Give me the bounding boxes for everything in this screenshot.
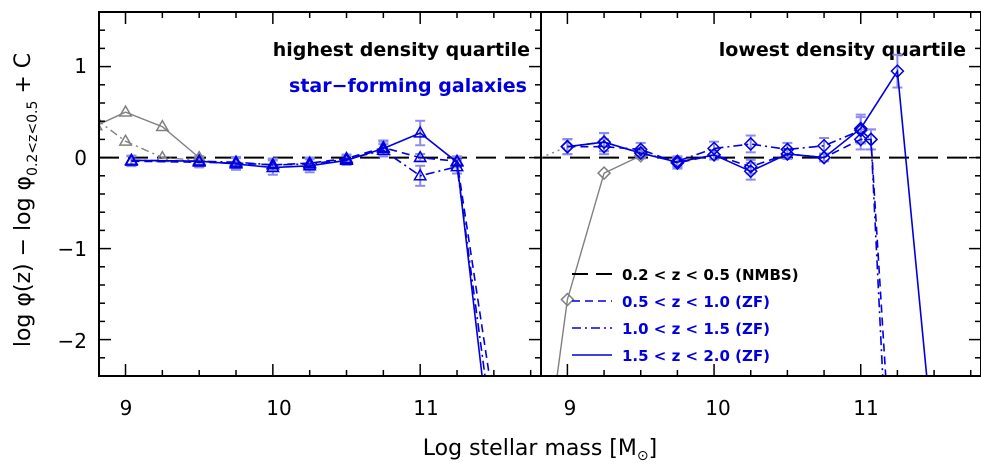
left-frame (98, 11, 542, 377)
right-series-z10-15 (567, 129, 884, 376)
y-axis-title-sub: 0.2<z<0.5 (25, 101, 41, 176)
x-tick-label-right-9: 9 (564, 396, 577, 420)
left-point-z05-10 (413, 150, 428, 163)
x-tick-label-left-11: 11 (413, 396, 438, 420)
right-point-z15-20 (597, 135, 612, 150)
right-point-z10-15 (743, 136, 758, 152)
x-axis-title: Log stellar mass [M⊙] (423, 436, 657, 464)
right-point-z05-10 (743, 159, 758, 174)
right-frame (540, 11, 981, 377)
y-axis-title-main: log φ(z) − log φ (11, 176, 36, 347)
legend-label-z05-10: 0.5 < z < 1.0 (ZF) (622, 293, 770, 311)
right-point-z10-15 (853, 123, 868, 138)
left-panel-title: highest density quartile (273, 39, 530, 61)
right-point-z15-20 (670, 155, 685, 170)
y-tick-label-1: 1 (74, 54, 87, 78)
right-point-z05-10 (853, 132, 868, 147)
x-tick-label-left-10: 10 (266, 396, 291, 420)
right-panel-title: lowest density quartile (719, 39, 966, 61)
x-tick-label-right-11: 11 (853, 396, 878, 420)
x-tick-labels: 9 10 11 9 10 11 (120, 396, 879, 420)
y-tick-label-minus1: −1 (58, 237, 87, 261)
left-point-z15-20 (229, 156, 244, 169)
right-point-z15-20 (633, 145, 648, 161)
left-point-gray-solid (155, 119, 170, 132)
right-panel-plot (541, 53, 981, 376)
left-point-z10-15 (302, 156, 317, 169)
left-point-gray-solid (118, 104, 133, 117)
right-point-z15-20 (817, 150, 832, 165)
right-point-z05-10 (633, 142, 648, 157)
left-point-z15-20 (124, 152, 139, 165)
legend-label-z15-20: 1.5 < z < 2.0 (ZF) (622, 347, 770, 365)
right-point-z10-15 (780, 142, 795, 157)
left-series-z05-10 (131, 146, 491, 376)
left-point-z10-15 (413, 168, 428, 181)
right-point-z15-20 (890, 64, 905, 79)
left-series-z10-15 (131, 149, 486, 376)
left-point-gray-dashdot (118, 133, 133, 146)
right-point-z10-15 (863, 132, 879, 147)
left-point-z15-20 (413, 125, 428, 138)
left-point-z15-20 (339, 152, 354, 165)
right-series-z15-20 (567, 68, 928, 376)
left-series-gray-solid (99, 111, 200, 159)
y-tick-label-0: 0 (74, 146, 87, 170)
y-tick-label-minus2: −2 (58, 329, 87, 353)
right-point-gray-solid (560, 292, 575, 307)
right-point-z15-20 (707, 147, 722, 162)
axes-frames (98, 11, 981, 377)
legend-label-nmbs: 0.2 < z < 0.5 (NMBS) (622, 266, 799, 284)
left-point-z15-20 (265, 160, 280, 173)
right-point-z15-20 (560, 139, 575, 154)
left-panel-subtitle: star−forming galaxies (289, 75, 527, 97)
left-point-z15-20 (302, 158, 317, 171)
right-point-z15-20 (780, 146, 795, 162)
x-axis-title-sym: ⊙ (637, 448, 649, 464)
left-point-z15-20 (376, 140, 391, 154)
left-panel-plot (99, 104, 541, 376)
x-tick-label-right-10: 10 (705, 396, 730, 420)
left-point-z15-20 (192, 153, 207, 166)
left-point-z15-20 (450, 154, 465, 167)
left-point-z10-15 (229, 154, 244, 167)
x-tick-label-left-9: 9 (120, 396, 133, 420)
left-series-gray-dashdot (99, 120, 200, 161)
legend-label-z10-15: 1.0 < z < 1.5 (ZF) (622, 320, 770, 338)
right-series-gray-solid (556, 155, 641, 376)
x-axis-title-main: Log stellar mass [M (423, 436, 637, 461)
right-point-z15-20 (853, 121, 868, 136)
y-axis-title-tail: + C (11, 53, 36, 101)
left-point-z10-15 (265, 157, 280, 170)
x-axis-title-end: ] (649, 436, 658, 461)
left-series-z15-20 (131, 132, 483, 376)
y-tick-labels: 1 0 −1 −2 (58, 54, 87, 353)
y-axis-title: log φ(z) − log φ0.2<z<0.5 + C (11, 53, 41, 347)
legend: 0.2 < z < 0.5 (NMBS) 0.5 < z < 1.0 (ZF) … (572, 266, 799, 365)
right-point-gray-solid (597, 166, 612, 181)
right-point-z15-20 (743, 164, 758, 179)
right-series-z05-10 (567, 138, 887, 376)
